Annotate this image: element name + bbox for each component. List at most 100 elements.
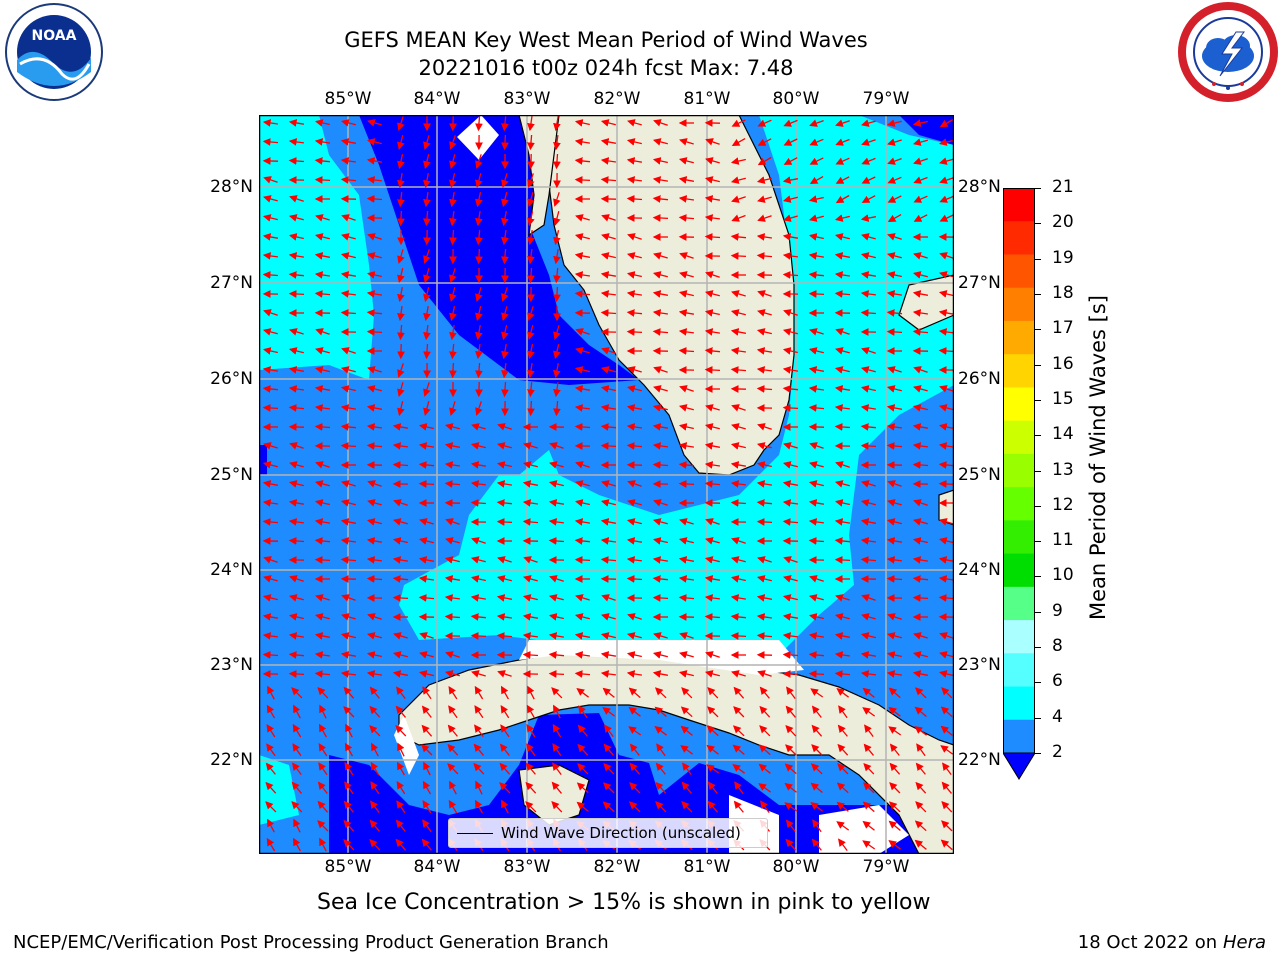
wind-arrow [319, 837, 327, 852]
wind-arrow [551, 800, 563, 813]
wind-arrow [574, 119, 590, 127]
wind-arrow [600, 366, 616, 374]
wind-arrow [626, 157, 643, 165]
wind-arrow [860, 423, 877, 431]
wind-arrow [341, 233, 356, 241]
wind-arrow [527, 306, 535, 321]
wind-arrow [679, 385, 694, 393]
wind-arrow [445, 537, 460, 545]
wind-arrow [808, 214, 824, 222]
wind-arrow [679, 271, 694, 279]
wind-arrow [392, 423, 409, 431]
wind-arrow [422, 800, 432, 814]
wind-arrow [552, 762, 562, 775]
wind-arrow [704, 423, 720, 431]
wind-arrow [653, 499, 668, 507]
wind-arrow [366, 537, 383, 545]
wind-arrow [289, 575, 304, 583]
wind-arrow [888, 840, 901, 850]
wind-arrow [707, 706, 719, 718]
wind-arrow [392, 537, 408, 545]
lat-label-left: 24°N [210, 560, 253, 580]
wind-arrow [860, 556, 877, 564]
wind-arrow [835, 157, 850, 165]
wind-arrow [395, 819, 406, 832]
wind-arrow [756, 518, 773, 526]
wind-arrow [600, 556, 617, 564]
wind-arrow [782, 233, 799, 241]
wind-arrow [344, 762, 354, 776]
wind-arrow [289, 195, 304, 203]
wind-arrow [782, 632, 798, 640]
wind-arrow [678, 290, 694, 298]
wind-arrow [340, 651, 357, 659]
wind-arrow [808, 537, 825, 545]
wind-arrow [473, 743, 484, 756]
wind-arrow [861, 480, 876, 488]
wind-arrow [449, 287, 457, 303]
wind-arrow [861, 613, 876, 621]
wind-arrow [782, 252, 798, 260]
wind-arrow [574, 233, 590, 241]
wind-arrow [652, 556, 669, 564]
wind-arrow [863, 743, 874, 756]
wind-arrow [626, 309, 643, 317]
wind-arrow [626, 385, 642, 393]
wind-arrow [730, 461, 747, 469]
wind-arrow [340, 290, 356, 298]
wind-arrow [860, 271, 877, 279]
wind-arrow [527, 381, 535, 398]
wind-arrow [423, 401, 431, 417]
wind-arrow [500, 704, 510, 719]
wind-arrow [553, 115, 561, 132]
wind-arrow [449, 306, 457, 322]
wind-arrow [423, 761, 431, 776]
wind-arrow [860, 366, 876, 374]
wind-arrow [704, 442, 721, 450]
wind-arrow [475, 401, 483, 416]
wind-arrow [679, 138, 694, 146]
wind-arrow [810, 688, 824, 698]
wind-arrow [912, 518, 928, 526]
wind-arrow [576, 688, 589, 698]
wind-arrow [553, 704, 561, 719]
wind-arrow [366, 670, 383, 678]
wind-arrow [397, 154, 405, 170]
wind-arrow [704, 328, 721, 336]
lat-label-right: 25°N [958, 465, 1001, 485]
wind-arrow [834, 366, 850, 374]
wind-arrow [549, 575, 564, 583]
wind-arrow [808, 347, 824, 355]
wind-arrow [341, 480, 356, 488]
colorbar-segment [1003, 653, 1035, 688]
wind-arrow [527, 325, 535, 341]
wind-arrow [423, 172, 431, 189]
wind-arrow [860, 309, 877, 317]
wind-arrow [652, 271, 668, 279]
wind-arrow [757, 423, 772, 431]
colorbar-tick-label: 9 [1052, 600, 1063, 621]
wind-arrow [367, 499, 382, 507]
wind-arrow [678, 176, 695, 184]
wind-arrow [915, 781, 927, 794]
wind-arrow [471, 423, 486, 431]
wind-arrow [527, 229, 535, 246]
wind-arrow [913, 632, 928, 640]
wind-arrow [730, 480, 746, 488]
wind-arrow [397, 363, 405, 378]
wind-arrow [262, 366, 279, 374]
wind-arrow [811, 838, 822, 851]
wind-arrow [343, 819, 355, 832]
wind-arrow [653, 385, 668, 393]
wind-arrow [785, 724, 797, 737]
colorbar-segment [1003, 620, 1035, 654]
wind-arrow [678, 347, 695, 355]
wind-arrow [652, 157, 668, 165]
wind-arrow [497, 423, 512, 431]
wind-arrow [862, 801, 875, 813]
wind-arrow [496, 575, 512, 583]
colorbar-tick-label: 20 [1052, 212, 1074, 233]
wind-arrow [575, 214, 590, 222]
wind-arrow [678, 461, 695, 469]
wind-arrow [366, 138, 382, 146]
